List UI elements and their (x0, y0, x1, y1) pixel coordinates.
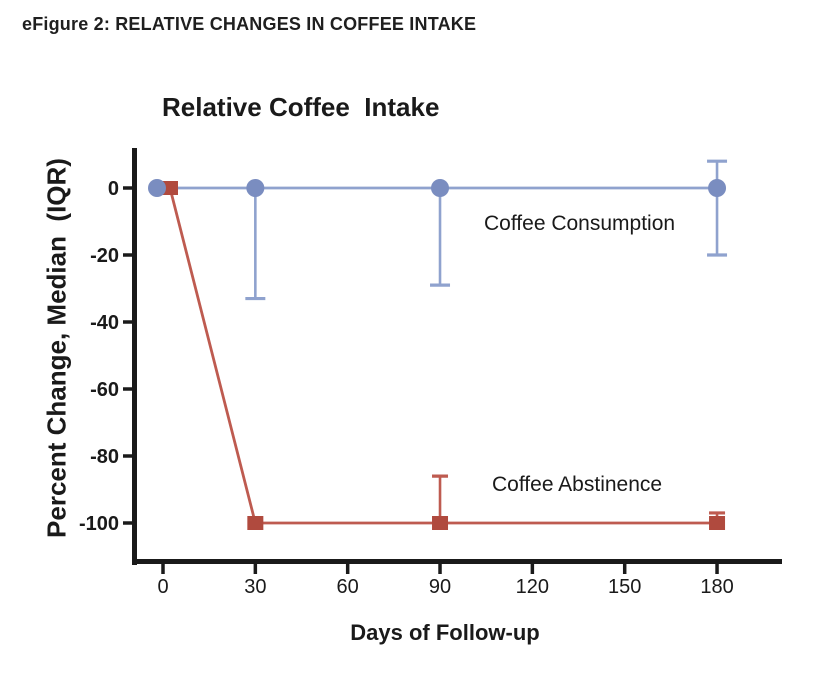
series-line-coffee-abstinence (168, 187, 726, 525)
x-tick-label: 60 (337, 576, 359, 598)
series-label-coffee-abstinence: Coffee Abstinence (492, 473, 663, 496)
data-point-circle (431, 179, 450, 197)
x-tick-label: 0 (157, 576, 168, 598)
y-tick-labels: 0 -20 -40 -60 -80 -100 (79, 178, 119, 535)
x-tick-label: 120 (516, 576, 549, 598)
y-tick-label: -20 (90, 245, 119, 267)
data-point-circle (246, 179, 265, 197)
y-tick-label: -100 (79, 513, 119, 535)
x-axis-label: Days of Follow-up (350, 620, 540, 645)
data-point-circle (708, 179, 727, 197)
series-label-coffee-consumption: Coffee Consumption (484, 212, 676, 235)
data-point-square (247, 516, 264, 530)
tick-marks (123, 186, 719, 574)
y-tick-label: -60 (90, 379, 119, 401)
series-markers-coffee-abstinence (162, 181, 726, 530)
chart-title: Relative Coffee Intake (162, 92, 440, 122)
y-tick-label: -40 (90, 312, 119, 334)
x-tick-labels: 0 30 60 90 120 150 180 (157, 576, 733, 598)
axes (132, 148, 782, 565)
data-point-square (432, 516, 449, 530)
y-tick-label: -80 (90, 446, 119, 468)
x-tick-label: 90 (429, 576, 451, 598)
data-point-circle (148, 179, 166, 197)
data-point-square (709, 516, 726, 530)
x-tick-label: 150 (608, 576, 641, 598)
series-polyline (168, 187, 718, 525)
x-tick-label: 30 (244, 576, 266, 598)
series-markers-coffee-consumption (148, 179, 727, 197)
y-tick-label: 0 (108, 178, 119, 200)
series-line-coffee-consumption (157, 159, 728, 301)
figure-heading: eFigure 2: RELATIVE CHANGES IN COFFEE IN… (22, 14, 477, 34)
x-tick-label: 180 (700, 576, 733, 598)
data-point-square (162, 181, 178, 195)
